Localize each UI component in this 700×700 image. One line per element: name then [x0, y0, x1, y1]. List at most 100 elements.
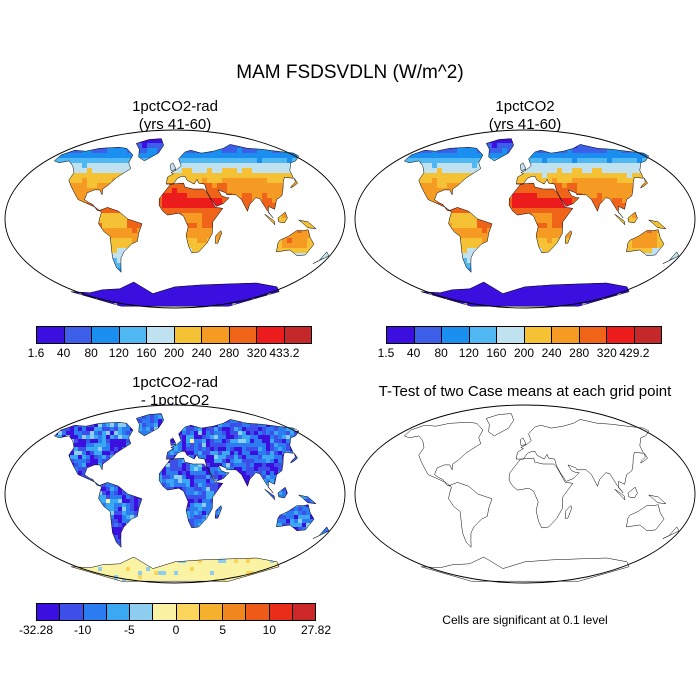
- map-cell: [174, 463, 179, 468]
- map-cell: [487, 223, 493, 229]
- map-cell: [527, 158, 533, 164]
- map-cell: [202, 427, 207, 432]
- map-cell: [262, 427, 267, 432]
- map-cell: [512, 298, 518, 304]
- map-cell: [457, 233, 463, 239]
- map-cell: [210, 451, 215, 456]
- map-cell: [537, 173, 543, 179]
- map-cell: [602, 158, 608, 164]
- map-cell: [572, 173, 578, 179]
- map-cell: [592, 188, 598, 194]
- map-cell: [146, 419, 151, 424]
- map-cell: [246, 443, 251, 448]
- map-cell: [247, 178, 253, 184]
- map-cell: [254, 455, 259, 460]
- map-cell: [422, 148, 428, 154]
- map-cell: [234, 419, 239, 424]
- map-cell: [234, 435, 239, 440]
- map-cell: [302, 228, 308, 234]
- map-cell: [612, 283, 618, 289]
- map-cell: [72, 158, 78, 164]
- map-cell: [254, 459, 259, 464]
- map-cell: [182, 303, 188, 307]
- map-cell: [82, 459, 87, 464]
- map-cell: [212, 153, 218, 159]
- map-cell: [70, 427, 75, 432]
- map-cell: [432, 163, 438, 169]
- map-cell: [612, 288, 618, 294]
- map-cell: [182, 188, 188, 194]
- map-cell: [58, 431, 63, 436]
- map-cell: [186, 439, 191, 444]
- map-cell: [257, 153, 263, 159]
- map-cell: [262, 153, 268, 159]
- map-cell: [154, 415, 159, 420]
- map-cell: [257, 188, 263, 194]
- map-cell: [286, 431, 291, 436]
- map-cell: [582, 283, 588, 289]
- map-cell: [457, 168, 463, 174]
- map-cell: [238, 463, 243, 468]
- map-cell: [290, 431, 295, 436]
- map-cell: [54, 158, 58, 164]
- map-cell: [210, 471, 215, 476]
- map-cell: [267, 188, 273, 194]
- map-cell: [232, 158, 238, 164]
- map-cell: [72, 148, 78, 154]
- map-cell: [127, 218, 133, 224]
- map-cell: [577, 298, 583, 304]
- map-cell: [277, 183, 283, 189]
- map-cell: [222, 303, 228, 307]
- map-cell: [562, 188, 568, 194]
- map-cell: [242, 153, 248, 159]
- map-cell: [182, 447, 187, 452]
- map-cell: [577, 163, 583, 169]
- map-cell: [462, 218, 468, 224]
- map-cell: [217, 283, 223, 289]
- map-cell: [552, 163, 558, 169]
- map-cell: [182, 173, 188, 179]
- map-cell: [82, 435, 87, 440]
- map-cell: [532, 168, 538, 174]
- map-cell: [127, 293, 133, 299]
- map-cell: [422, 163, 428, 169]
- map-cell: [272, 178, 278, 184]
- map-cell: [587, 283, 593, 289]
- map-cell: [262, 283, 268, 289]
- map-cell: [457, 163, 463, 169]
- map-cell: [138, 419, 143, 424]
- map-cell: [202, 198, 208, 204]
- map-cell: [74, 443, 79, 448]
- map-cell: [72, 153, 78, 159]
- map-cell: [222, 471, 227, 476]
- map-cell: [126, 427, 131, 432]
- map-cell: [167, 298, 173, 304]
- map-cell: [212, 293, 218, 299]
- map-cell: [278, 447, 283, 452]
- map-cell: [422, 153, 428, 159]
- map-cell: [117, 168, 123, 174]
- map-cell: [247, 188, 253, 194]
- map-cell: [442, 293, 448, 299]
- map-cell: [112, 253, 118, 259]
- map-cell: [222, 188, 228, 194]
- map-cell: [270, 447, 275, 452]
- map-cell: [170, 459, 175, 464]
- map-cell: [150, 423, 155, 428]
- map-cell: [477, 238, 483, 244]
- map-cell: [250, 447, 255, 452]
- map-cell: [290, 459, 295, 464]
- map-cell: [187, 238, 193, 244]
- map-cell: [447, 218, 453, 224]
- map-cell: [114, 443, 119, 448]
- map-cell: [537, 223, 543, 229]
- map-cell: [592, 168, 598, 174]
- map-cell: [74, 455, 79, 460]
- map-cell: [206, 443, 211, 448]
- map-cell: [607, 288, 613, 294]
- map-cell: [427, 178, 433, 184]
- map-cell: [157, 143, 163, 149]
- map-cell: [547, 178, 553, 184]
- map-cell: [477, 233, 483, 239]
- map-cell: [597, 163, 603, 169]
